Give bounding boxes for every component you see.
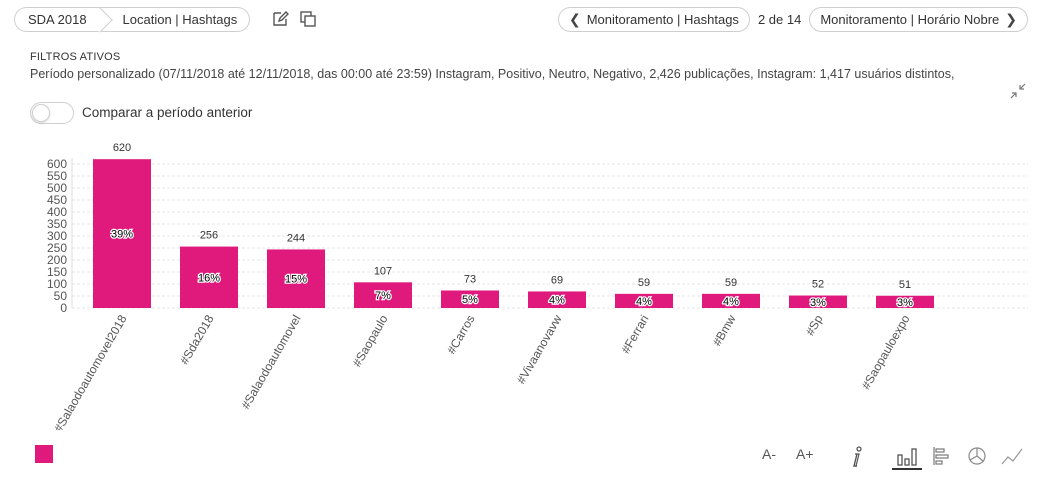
compare-toggle[interactable] [30,102,74,124]
x-tick-label: #Ferrari [618,313,651,356]
data-label: 59 [638,277,650,289]
y-tick-label: 250 [47,241,67,255]
percent-label: 3% [897,297,913,309]
percent-label: 4% [636,296,652,308]
y-tick-label: 550 [47,169,67,183]
filters-summary: Período personalizado (07/11/2018 até 12… [30,67,955,81]
y-tick-label: 600 [47,157,67,171]
info-icon[interactable] [850,446,864,467]
y-tick-label: 400 [47,205,67,219]
y-tick-label: 450 [47,193,67,207]
bar [702,293,760,308]
percent-label: 5% [462,294,478,306]
data-label: 52 [812,279,824,291]
data-label: 59 [725,277,737,289]
y-tick-label: 100 [47,277,67,291]
percent-label: 3% [810,297,826,309]
y-tick-label: 0 [60,301,67,315]
x-tick-label: #Bmw [710,312,739,348]
breadcrumb: SDA 2018 Location | Hashtags [14,7,251,32]
x-tick-label: #Carros [444,313,477,357]
y-tick-label: 500 [47,181,67,195]
percent-label: 4% [549,295,565,307]
y-tick-label: 200 [47,253,67,267]
bar [180,246,238,308]
bar [93,159,151,308]
edit-icon[interactable] [271,10,289,28]
bar [615,293,673,308]
active-chart-indicator [892,468,922,470]
page-counter: 2 de 14 [757,12,802,27]
bar [789,295,847,308]
percent-label: 16% [198,272,220,284]
prev-page-button[interactable]: ❮ Monitoramento | Hashtags [557,7,750,32]
horizontal-bar-icon[interactable] [932,446,950,466]
x-tick-label: #Saopauloexpo [859,312,913,392]
data-label: 107 [374,265,392,277]
next-page-button[interactable]: Monitoramento | Horário Nobre ❯ [809,7,1028,32]
percent-label: 4% [723,296,739,308]
breadcrumb-project[interactable]: SDA 2018 [14,7,100,32]
compare-label: Comparar a período anterior [82,105,253,120]
page-navigation: ❮ Monitoramento | Hashtags 2 de 14 Monit… [557,7,1028,32]
x-tick-label: #Vivaanovavw [514,312,565,386]
font-increase-button[interactable]: A+ [796,446,814,462]
y-tick-label: 150 [47,265,67,279]
bar [354,282,412,308]
percent-label: 7% [375,290,391,302]
font-decrease-button[interactable]: A- [762,446,776,462]
y-tick-label: 50 [54,289,68,303]
y-tick-label: 350 [47,217,67,231]
chevron-left-icon: ❮ [568,11,581,27]
prev-page-label: Monitoramento | Hashtags [586,12,739,27]
filters-title: FILTROS ATIVOS [30,51,121,63]
bar [528,291,586,308]
bar-chart-icon[interactable] [896,446,918,466]
x-tick-label: #Saopaulo [350,312,391,369]
toggle-knob [32,104,50,122]
x-tick-label: #Salaodoautomovel [238,313,303,412]
bar [441,290,499,308]
x-tick-label: #Sda2018 [177,312,217,367]
x-tick-label: #Sp [803,312,826,338]
line-chart-icon[interactable] [1000,446,1024,466]
percent-label: 15% [285,274,307,286]
breadcrumb-page[interactable]: Location | Hashtags [99,7,251,32]
data-label: 620 [113,142,131,154]
data-label: 256 [200,230,218,242]
data-label: 73 [464,273,476,285]
y-tick-label: 300 [47,229,67,243]
bar [267,249,325,308]
legend-swatch [35,445,53,463]
data-label: 51 [899,279,911,291]
chevron-right-icon: ❯ [1005,11,1017,27]
copy-icon[interactable] [299,10,317,28]
percent-label: 39% [111,229,133,241]
bar [876,295,934,308]
pie-chart-icon[interactable] [967,446,987,466]
data-label: 244 [287,232,305,244]
data-label: 69 [551,274,563,286]
next-page-label: Monitoramento | Horário Nobre [820,12,1000,27]
collapse-icon[interactable] [1009,82,1027,100]
x-tick-label: #Salaodoautomovel2018 [51,312,130,430]
